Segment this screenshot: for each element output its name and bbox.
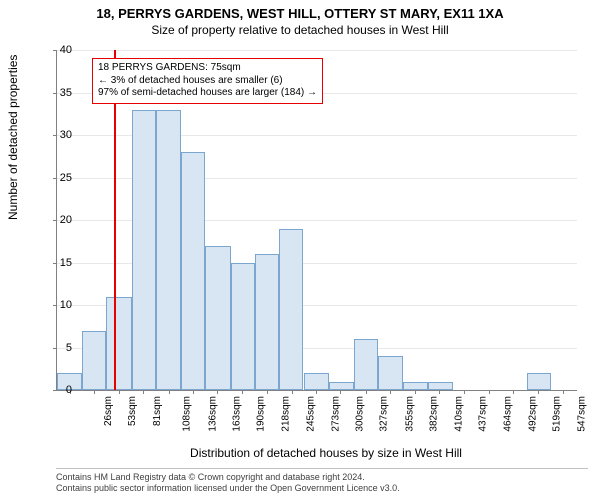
xtick-label: 108sqm [182,396,193,432]
ytick-label: 0 [52,384,72,396]
xtick-label: 547sqm [577,396,588,432]
chart-subtitle: Size of property relative to detached ho… [0,21,600,37]
histogram-bar [156,110,181,391]
xtick-mark [439,390,440,394]
annotation-line-1: 18 PERRYS GARDENS: 75sqm [98,62,317,75]
xtick-label: 437sqm [478,396,489,432]
histogram-bar [181,152,205,390]
xtick-label: 163sqm [231,396,242,432]
ytick-label: 20 [52,214,72,226]
annotation-line-2: ← 3% of detached houses are smaller (6) [98,75,317,88]
histogram-bar [378,356,403,390]
xtick-mark [292,390,293,394]
xtick-mark [366,390,367,394]
y-axis-label: Number of detached properties [6,55,20,220]
xtick-mark [193,390,194,394]
histogram-bar [132,110,156,391]
ytick-label: 35 [52,87,72,99]
histogram-bar [106,297,131,391]
histogram-bar [527,373,551,390]
footer-line-2: Contains public sector information licen… [56,483,588,494]
xtick-mark [169,390,170,394]
xtick-mark [513,390,514,394]
xtick-label: 410sqm [454,396,465,432]
annotation-line-3: 97% of semi-detached houses are larger (… [98,87,317,100]
xtick-label: 26sqm [103,396,114,426]
xtick-mark [94,390,95,394]
xtick-mark [390,390,391,394]
xtick-mark [316,390,317,394]
xtick-label: 81sqm [152,396,163,426]
ytick-label: 5 [52,342,72,354]
histogram-bar [205,246,230,391]
ytick-label: 25 [52,172,72,184]
xtick-mark [119,390,120,394]
ytick-label: 10 [52,299,72,311]
histogram-bar [329,382,354,391]
footer: Contains HM Land Registry data © Crown c… [56,468,588,495]
xtick-label: 355sqm [404,396,415,432]
histogram-bar [279,229,303,391]
xtick-label: 464sqm [502,396,513,432]
x-axis-label: Distribution of detached houses by size … [26,446,600,460]
ytick-label: 15 [52,257,72,269]
ytick-label: 30 [52,129,72,141]
histogram-bar [304,373,329,390]
histogram-bar [403,382,427,391]
gridline [57,50,577,51]
xtick-mark [464,390,465,394]
xtick-label: 519sqm [552,396,563,432]
xtick-mark [563,390,564,394]
xtick-mark [538,390,539,394]
histogram-bar [82,331,106,391]
xtick-label: 327sqm [379,396,390,432]
histogram-bar [428,382,453,391]
xtick-label: 136sqm [207,396,218,432]
histogram-bar [231,263,255,391]
histogram-chart: 18, PERRYS GARDENS, WEST HILL, OTTERY ST… [0,0,600,500]
xtick-label: 190sqm [256,396,267,432]
xtick-label: 492sqm [527,396,538,432]
xtick-mark [340,390,341,394]
xtick-mark [143,390,144,394]
chart-title: 18, PERRYS GARDENS, WEST HILL, OTTERY ST… [0,0,600,21]
histogram-bar [255,254,279,390]
xtick-mark [267,390,268,394]
xtick-label: 300sqm [355,396,366,432]
ytick-label: 40 [52,44,72,56]
xtick-mark [242,390,243,394]
histogram-bar [354,339,378,390]
xtick-mark [415,390,416,394]
xtick-label: 245sqm [305,396,316,432]
xtick-label: 218sqm [281,396,292,432]
xtick-label: 382sqm [428,396,439,432]
xtick-mark [489,390,490,394]
xtick-label: 53sqm [127,396,138,426]
xtick-label: 273sqm [330,396,341,432]
annotation-box: 18 PERRYS GARDENS: 75sqm ← 3% of detache… [92,58,323,104]
xtick-mark [217,390,218,394]
footer-line-1: Contains HM Land Registry data © Crown c… [56,472,588,483]
